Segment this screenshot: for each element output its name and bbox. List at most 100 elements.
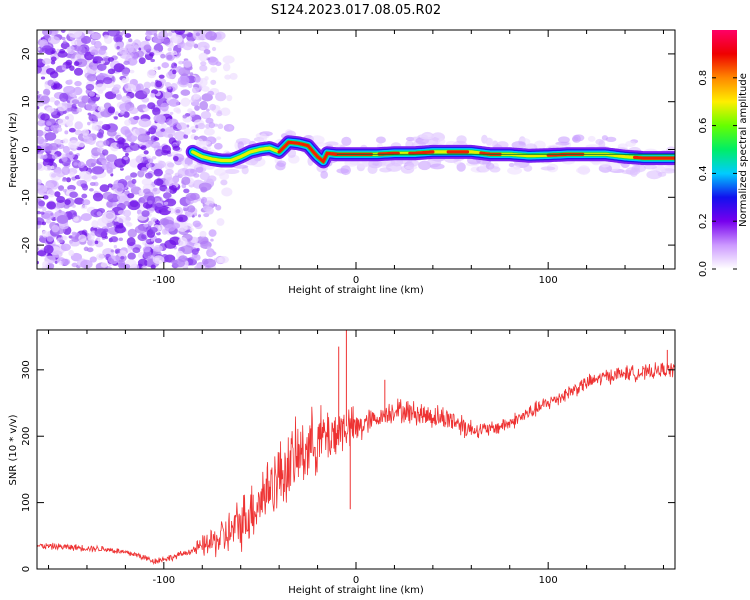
noise-speckle xyxy=(46,201,57,210)
noise-speckle xyxy=(37,145,42,153)
ridge-halo xyxy=(456,162,466,172)
noise-speckle xyxy=(113,63,125,73)
noise-speckle xyxy=(37,224,41,229)
noise-speckle xyxy=(198,52,208,62)
snr-x-tick-label: 100 xyxy=(539,575,558,586)
ridge-halo xyxy=(188,163,202,168)
noise-speckle xyxy=(106,129,117,137)
noise-speckle xyxy=(116,192,127,202)
noise-speckle xyxy=(154,202,164,211)
spectrogram-y-axis-label: Frequency (Hz) xyxy=(8,112,19,188)
noise-speckle xyxy=(74,197,85,205)
noise-speckle xyxy=(46,106,55,113)
noise-speckle xyxy=(129,78,138,86)
noise-speckle xyxy=(216,218,225,226)
ridge-halo xyxy=(405,159,420,167)
noise-speckle xyxy=(88,91,95,97)
noise-speckle xyxy=(37,250,47,257)
noise-speckle xyxy=(150,125,158,131)
noise-speckle xyxy=(96,132,104,139)
noise-speckle xyxy=(91,33,102,40)
noise-speckle xyxy=(68,151,73,155)
noise-speckle xyxy=(198,182,212,192)
ridge-halo xyxy=(437,138,446,145)
noise-speckle xyxy=(115,224,121,228)
noise-speckle xyxy=(51,224,60,233)
noise-speckle xyxy=(200,111,212,120)
noise-speckle xyxy=(136,83,144,92)
colorbar-ticks: 0.0 0.2 0.4 0.6 0.8 xyxy=(698,70,737,277)
noise-speckle xyxy=(124,84,129,89)
noise-speckle xyxy=(153,33,158,37)
noise-speckle xyxy=(220,179,228,186)
noise-speckle xyxy=(61,156,68,162)
noise-speckle xyxy=(185,192,197,201)
noise-speckle xyxy=(91,158,97,164)
noise-speckle xyxy=(164,91,172,99)
noise-speckle xyxy=(187,83,193,89)
noise-speckle xyxy=(220,107,231,116)
noise-speckle xyxy=(161,30,168,37)
noise-speckle xyxy=(68,249,75,257)
noise-speckle xyxy=(146,69,157,79)
noise-speckle xyxy=(43,244,54,254)
noise-speckle xyxy=(44,126,50,130)
ridge-halo xyxy=(320,170,329,179)
noise-speckle xyxy=(61,166,70,176)
noise-speckle xyxy=(118,210,126,215)
noise-speckle xyxy=(162,192,172,199)
noise-speckle xyxy=(136,50,145,58)
noise-speckle xyxy=(41,221,47,226)
noise-speckle xyxy=(97,63,107,71)
noise-speckle xyxy=(178,60,184,65)
noise-speckle xyxy=(183,127,191,136)
noise-speckle xyxy=(50,56,57,62)
noise-speckle xyxy=(166,162,175,168)
noise-speckle xyxy=(218,255,230,264)
noise-speckle xyxy=(185,211,193,218)
noise-speckle xyxy=(121,77,127,84)
noise-speckle xyxy=(102,149,109,156)
noise-speckle xyxy=(160,102,169,112)
noise-speckle xyxy=(59,92,69,102)
noise-speckle xyxy=(91,121,102,131)
noise-speckle xyxy=(172,38,178,43)
snr-y-tick-label: 100 xyxy=(21,493,32,512)
snr-y-axis-label: SNR (10 * v/v) xyxy=(8,414,19,485)
colorbar-scale xyxy=(712,30,737,269)
noise-speckle xyxy=(102,76,113,85)
spectrogram-x-tick-label: -100 xyxy=(152,275,175,286)
noise-speckle xyxy=(96,253,105,261)
ridge-halo xyxy=(600,159,611,168)
noise-speckle xyxy=(127,192,135,199)
noise-speckle xyxy=(190,111,195,115)
noise-speckle xyxy=(59,222,69,230)
noise-speckle xyxy=(65,59,73,66)
noise-speckle xyxy=(155,114,167,124)
noise-speckle xyxy=(39,95,50,104)
noise-speckle xyxy=(151,156,157,160)
noise-speckle xyxy=(43,88,51,96)
noise-speckle xyxy=(121,68,130,77)
noise-speckle xyxy=(141,166,148,173)
noise-speckle xyxy=(145,163,152,169)
noise-speckle xyxy=(153,178,164,186)
noise-speckle xyxy=(64,130,69,135)
noise-speckle xyxy=(92,65,98,71)
noise-speckle xyxy=(215,204,222,211)
ridge-core xyxy=(633,155,675,160)
ridge-halo xyxy=(456,135,467,144)
noise-speckle xyxy=(114,158,127,168)
noise-speckle xyxy=(197,214,202,218)
noise-speckle xyxy=(61,235,67,240)
noise-speckle xyxy=(199,172,210,181)
noise-speckle xyxy=(170,50,178,56)
noise-speckle xyxy=(189,72,194,76)
noise-speckle xyxy=(203,128,215,136)
noise-speckle xyxy=(56,204,61,209)
noise-speckle xyxy=(50,173,57,178)
noise-speckle xyxy=(69,172,75,178)
noise-speckle xyxy=(127,228,137,238)
noise-speckle xyxy=(49,97,56,103)
